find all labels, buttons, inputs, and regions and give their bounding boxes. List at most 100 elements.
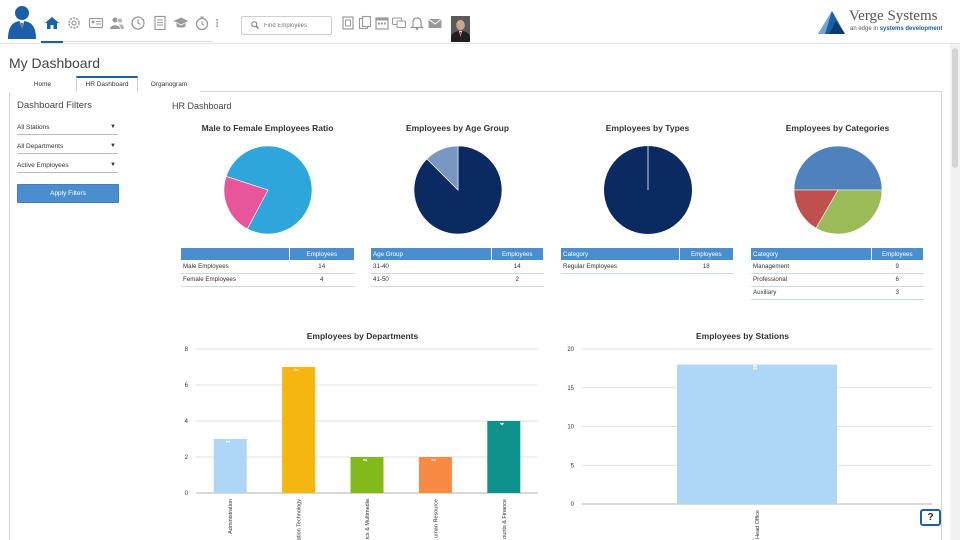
chevron-down-icon: ▼ bbox=[110, 124, 116, 130]
stopwatch-icon[interactable] bbox=[191, 15, 213, 42]
contacts-icon[interactable] bbox=[340, 15, 356, 31]
pie-slice bbox=[793, 189, 839, 229]
y-tick-label: 10 bbox=[567, 425, 574, 431]
document-icon[interactable] bbox=[149, 15, 171, 42]
table-cell: 14 bbox=[289, 260, 355, 274]
table-header bbox=[181, 248, 290, 260]
chat-icon[interactable] bbox=[391, 15, 407, 31]
pie-slice bbox=[793, 145, 883, 191]
y-tick-label: 4 bbox=[185, 419, 189, 425]
page-title: My Dashboard bbox=[9, 55, 101, 71]
table-row: Male Employees 14 bbox=[181, 260, 355, 274]
x-tick-label: uman Resource bbox=[433, 499, 439, 538]
page-scrollbar[interactable] bbox=[950, 44, 960, 540]
bar-value-label: 3 bbox=[226, 440, 232, 443]
y-tick-label: 8 bbox=[185, 347, 189, 353]
bar-value-label: 18 bbox=[753, 365, 759, 371]
chevron-down-icon: ▼ bbox=[110, 143, 116, 149]
bar bbox=[350, 457, 384, 493]
station-filter-select[interactable]: All Stations ▼ bbox=[17, 122, 118, 135]
gender-ratio-table: Employees Male Employees 14 Female Employ… bbox=[181, 248, 355, 287]
table-header: Employees bbox=[289, 248, 355, 260]
graduation-cap-icon[interactable] bbox=[170, 15, 192, 42]
pie-slice bbox=[815, 189, 883, 235]
table-header: Employees bbox=[491, 248, 544, 260]
employee-types-pie-chart bbox=[604, 146, 692, 234]
search-input[interactable] bbox=[264, 19, 330, 33]
x-tick-label: Administration bbox=[228, 499, 234, 534]
employee-categories-table: Category Employees Management 9 Profession… bbox=[751, 248, 924, 300]
table-row: Auxiliary 3 bbox=[751, 286, 924, 300]
age-group-title: Employees by Age Group bbox=[405, 123, 510, 133]
department-filter-value: All Departments bbox=[17, 143, 64, 150]
y-tick-label: 0 bbox=[185, 491, 189, 497]
chevron-down-icon: ▼ bbox=[110, 162, 116, 168]
clock-icon[interactable] bbox=[127, 15, 149, 42]
files-icon[interactable] bbox=[357, 15, 373, 31]
bar bbox=[282, 367, 316, 493]
pie-slice bbox=[223, 176, 269, 230]
table-cell: Regular Employees bbox=[561, 260, 679, 274]
table-cell: 3 bbox=[871, 286, 924, 300]
table-row: Regular Employees 18 bbox=[561, 260, 734, 274]
tab-content-panel bbox=[9, 91, 942, 540]
table-cell: 6 bbox=[871, 273, 924, 287]
table-cell: 41-50 bbox=[371, 273, 491, 287]
y-tick-label: 0 bbox=[571, 502, 575, 508]
bar bbox=[418, 457, 452, 493]
users-icon[interactable] bbox=[106, 15, 128, 42]
y-tick-label: 15 bbox=[567, 386, 574, 392]
table-cell: 4 bbox=[289, 273, 355, 287]
x-tick-label: ics & Multimedia bbox=[365, 498, 371, 539]
avatar[interactable] bbox=[451, 16, 470, 42]
department-filter-select[interactable]: All Departments ▼ bbox=[17, 141, 118, 154]
apply-filters-button[interactable]: Apply Filters bbox=[17, 184, 119, 203]
gear-icon[interactable] bbox=[63, 15, 85, 42]
table-cell: 31-40 bbox=[371, 260, 491, 274]
brand-name: Verge Systems bbox=[849, 8, 938, 24]
stations-bar-chart: 0 5 10 15 20 18 Head Office bbox=[567, 347, 932, 539]
user-profile-icon[interactable] bbox=[7, 4, 37, 40]
status-filter-select[interactable]: Active Employees ▼ bbox=[17, 160, 118, 173]
table-cell: 9 bbox=[871, 260, 924, 274]
home-icon[interactable] bbox=[41, 15, 63, 43]
employee-search-box[interactable] bbox=[241, 16, 332, 35]
verge-logo-icon bbox=[818, 11, 845, 34]
employee-types-title: Employees by Types bbox=[605, 123, 690, 133]
y-tick-label: 2 bbox=[185, 455, 189, 461]
table-cell: Management bbox=[751, 260, 871, 274]
bar-value-label: 4 bbox=[500, 422, 506, 425]
table-cell: 2 bbox=[491, 273, 544, 287]
employee-categories-pie-chart bbox=[793, 145, 883, 235]
bar bbox=[213, 439, 247, 493]
help-button[interactable]: ? bbox=[920, 509, 941, 526]
bar bbox=[487, 421, 521, 493]
table-header: Category bbox=[751, 248, 872, 260]
table-header: Employees bbox=[871, 248, 924, 260]
table-cell: Female Employees bbox=[181, 273, 289, 287]
y-tick-label: 20 bbox=[567, 347, 574, 353]
bar-value-label: 2 bbox=[363, 458, 369, 461]
calendar-icon[interactable] bbox=[374, 15, 390, 31]
y-tick-label: 6 bbox=[185, 383, 189, 389]
tab-hr-dashboard[interactable]: HR Dashboard bbox=[76, 76, 138, 92]
table-row: Female Employees 4 bbox=[181, 273, 355, 287]
table-header: Employees bbox=[679, 248, 734, 260]
filters-title: Dashboard Filters bbox=[17, 100, 92, 111]
table-header: Age Group bbox=[371, 248, 492, 260]
mail-icon[interactable] bbox=[427, 15, 443, 31]
top-bar: Verge Systems an edge in systems develop… bbox=[0, 0, 960, 44]
tab-home[interactable]: Home bbox=[9, 76, 76, 92]
id-card-icon[interactable] bbox=[85, 15, 107, 42]
bell-icon[interactable] bbox=[409, 15, 425, 31]
info-icon[interactable] bbox=[212, 15, 222, 31]
table-row: Professional 6 bbox=[751, 273, 924, 287]
x-tick-label: ation Technology bbox=[297, 499, 303, 540]
employee-types-table: Category Employees Regular Employees 18 bbox=[561, 248, 734, 274]
tab-organogram[interactable]: Organogram bbox=[138, 76, 200, 92]
pie-slice bbox=[225, 145, 313, 235]
table-row: Management 9 bbox=[751, 260, 924, 274]
x-tick-label: Head Office bbox=[755, 510, 761, 539]
scrollbar-thumb[interactable] bbox=[952, 48, 958, 168]
station-filter-value: All Stations bbox=[17, 124, 50, 131]
